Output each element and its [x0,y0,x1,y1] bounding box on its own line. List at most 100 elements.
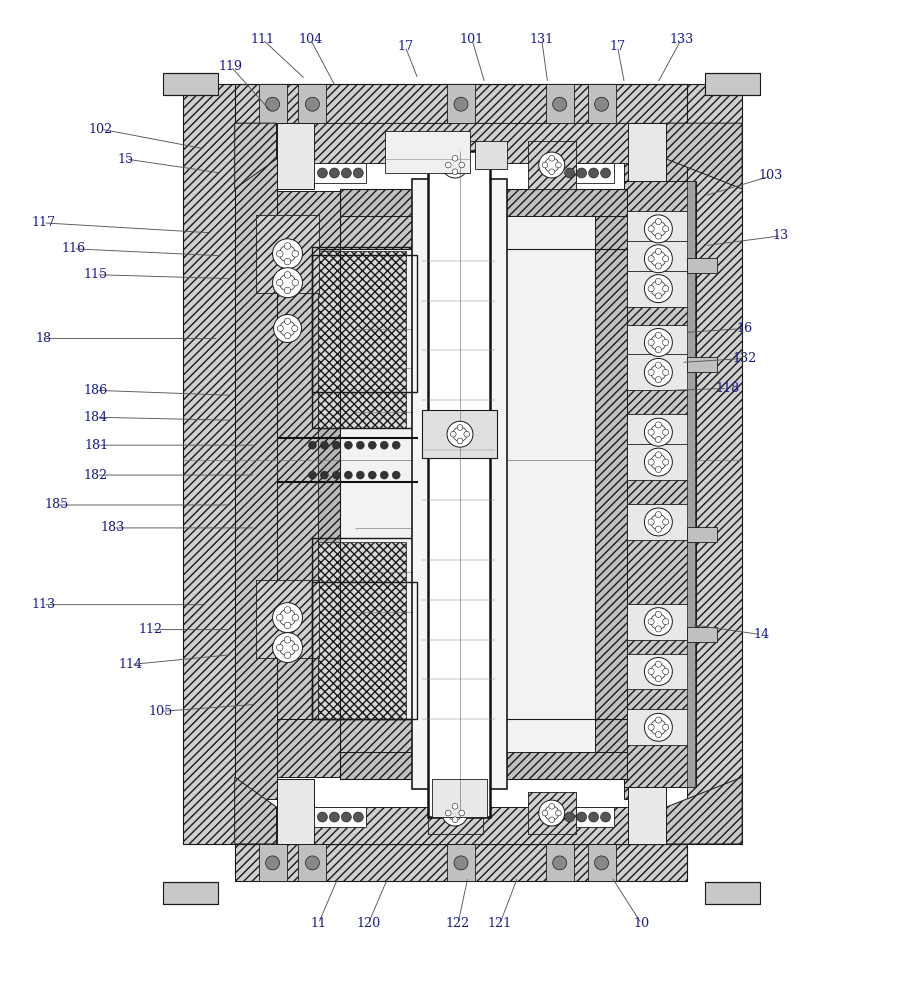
Circle shape [651,614,666,629]
Circle shape [442,800,468,826]
Text: 131: 131 [530,33,554,46]
Circle shape [651,365,666,380]
Circle shape [651,221,666,237]
Circle shape [655,248,662,255]
Circle shape [655,233,662,239]
Circle shape [447,806,462,820]
Circle shape [344,471,352,479]
Text: 102: 102 [89,123,113,136]
Circle shape [644,215,673,243]
Circle shape [285,636,291,643]
Circle shape [285,243,291,249]
Bar [276,719,418,777]
Bar [628,604,689,640]
Bar [628,325,689,360]
Circle shape [452,817,458,823]
Circle shape [454,856,468,870]
Circle shape [565,168,575,178]
Circle shape [655,717,662,723]
Circle shape [600,812,610,822]
Circle shape [648,339,654,346]
Circle shape [655,362,662,368]
Circle shape [662,459,669,465]
Circle shape [329,812,339,822]
Bar [428,792,483,834]
Circle shape [453,427,468,441]
Text: 183: 183 [101,521,125,534]
Circle shape [588,168,598,178]
Bar [255,580,319,658]
Circle shape [292,325,298,332]
Bar [276,191,418,249]
Circle shape [368,471,376,479]
Text: 11: 11 [310,917,327,930]
Bar [234,123,276,799]
Text: 14: 14 [753,628,770,641]
Circle shape [655,661,662,667]
Bar [340,189,628,216]
Circle shape [277,325,284,332]
Circle shape [655,436,662,443]
Circle shape [662,429,669,435]
Bar [298,84,327,123]
Circle shape [320,441,328,449]
Bar [629,123,666,189]
Text: 186: 186 [84,384,108,397]
Bar [276,249,318,719]
Bar [315,123,629,163]
Text: 121: 121 [488,917,511,930]
Circle shape [555,810,561,816]
Circle shape [320,471,328,479]
Text: 117: 117 [31,216,55,229]
Bar [163,882,218,904]
Circle shape [458,425,463,430]
Circle shape [595,856,608,870]
Circle shape [648,256,654,262]
Circle shape [542,162,548,168]
Circle shape [655,278,662,284]
Circle shape [651,454,666,470]
Text: 184: 184 [84,411,108,424]
Circle shape [308,441,317,449]
Circle shape [662,668,669,675]
Circle shape [655,452,662,458]
Circle shape [356,471,364,479]
Circle shape [651,281,666,296]
Bar [312,538,412,719]
Bar [276,779,315,844]
Circle shape [539,800,565,826]
Bar [234,84,687,123]
Bar [628,211,689,247]
Bar [234,84,687,123]
Circle shape [600,168,610,178]
Circle shape [368,441,376,449]
Circle shape [442,152,468,178]
Bar [447,844,475,881]
Bar [255,215,319,293]
Circle shape [595,97,608,111]
Bar [587,844,616,881]
Circle shape [644,448,673,476]
Circle shape [644,358,673,386]
Circle shape [655,332,662,338]
Circle shape [648,286,654,292]
Circle shape [273,239,303,269]
Polygon shape [666,777,742,844]
Bar [628,504,689,540]
Circle shape [285,607,291,613]
Circle shape [332,441,340,449]
Bar [315,163,366,183]
Circle shape [329,168,339,178]
Bar [340,752,628,779]
Bar [183,84,234,844]
Bar [628,444,689,480]
Circle shape [662,256,669,262]
Bar [528,792,576,834]
Circle shape [381,441,388,449]
Circle shape [655,731,662,738]
Circle shape [648,429,654,435]
Circle shape [381,471,388,479]
Circle shape [662,724,669,730]
Circle shape [662,226,669,232]
Circle shape [648,519,654,525]
